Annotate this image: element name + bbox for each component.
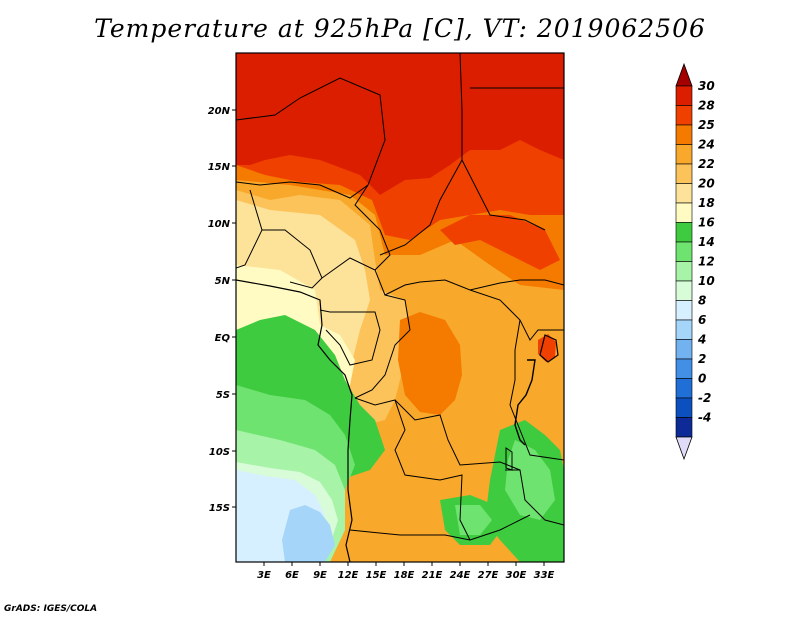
colorbar-swatch	[675, 417, 693, 438]
colorbar-swatch	[675, 241, 693, 262]
colorbar-label: 22	[698, 157, 715, 171]
lon-label-18e: 18E	[394, 570, 415, 581]
lon-label-30e: 30E	[506, 570, 527, 581]
lat-label-5n: 5N	[215, 276, 231, 287]
colorbar-swatch	[675, 358, 693, 379]
colorbar-label: -2	[698, 391, 711, 405]
colorbar-swatch	[675, 319, 693, 340]
colorbar-label: 25	[698, 118, 715, 132]
field-lake-victoria-hot	[538, 334, 556, 362]
colorbar-swatch	[675, 300, 693, 321]
colorbar-label: -4	[698, 411, 711, 425]
country-borders	[236, 53, 564, 562]
colorbar-label: 0	[698, 372, 706, 386]
grads-credit: GrADS: IGES/COLA	[4, 604, 98, 614]
colorbar-label: 8	[698, 294, 706, 308]
colorbar-label: 12	[698, 255, 715, 269]
lon-label-15e: 15E	[366, 570, 387, 581]
lon-label-6e: 6E	[285, 570, 299, 581]
colorbar-label: 28	[698, 99, 715, 113]
lon-label-27e: 27E	[478, 570, 499, 581]
colorbar-swatch	[675, 124, 693, 145]
lon-label-21e: 21E	[422, 570, 443, 581]
field-light-blue	[282, 505, 335, 562]
lon-axis: 3E 6E 9E 12E 15E 18E 21E 24E 27E 30E 33E	[257, 562, 555, 581]
field-congo-warm	[398, 312, 462, 415]
colorbar-swatch	[675, 339, 693, 360]
colorbar-top-arrow	[675, 62, 693, 87]
colorbar-swatch	[675, 85, 693, 106]
colorbar-swatch	[675, 280, 693, 301]
colorbar-label: 20	[698, 177, 715, 191]
lat-label-eq: EQ	[215, 333, 231, 344]
field-se-lightgreen	[505, 440, 555, 520]
colorbar-label: 16	[698, 216, 715, 230]
lon-label-33e: 33E	[534, 570, 555, 581]
colorbar-swatch	[675, 261, 693, 282]
colorbar-swatch	[675, 378, 693, 399]
lat-label-15s: 15S	[209, 503, 230, 514]
lon-label-9e: 9E	[313, 570, 327, 581]
colorbar-label: 24	[698, 138, 715, 152]
colorbar-swatch	[675, 202, 693, 223]
lat-label-10s: 10S	[209, 447, 230, 458]
colorbar-bottom-arrow	[675, 436, 693, 461]
lat-label-15n: 15N	[208, 162, 231, 173]
field-ne-hot	[440, 215, 560, 270]
colorbar-label: 6	[698, 313, 706, 327]
colorbar-label: 30	[698, 79, 715, 93]
colorbar-swatch	[675, 183, 693, 204]
lat-label-10n: 10N	[208, 219, 231, 230]
colorbar-label: 14	[698, 235, 715, 249]
colorbar-label: 4	[697, 333, 706, 347]
colorbar-label: 2	[698, 352, 706, 366]
lon-label-24e: 24E	[450, 570, 471, 581]
colorbar-swatch	[675, 163, 693, 184]
lon-label-12e: 12E	[338, 570, 359, 581]
lat-label-5s: 5S	[216, 390, 230, 401]
map-frame	[235, 52, 565, 563]
colorbar-swatch	[675, 397, 693, 418]
colorbar-swatch	[675, 105, 693, 126]
map-title: Temperature at 925hPa [C], VT: 201906250…	[94, 14, 706, 43]
colorbar-label: 10	[698, 274, 715, 288]
colorbar-label: 18	[698, 196, 715, 210]
colorbar-swatch	[675, 222, 693, 243]
lat-axis: 20N 15N 10N 5N EQ 5S 10S 15S	[208, 106, 236, 514]
lon-label-3e: 3E	[257, 570, 271, 581]
temperature-field	[236, 53, 564, 562]
lat-label-20n: 20N	[208, 106, 231, 117]
colorbar-swatch	[675, 144, 693, 165]
